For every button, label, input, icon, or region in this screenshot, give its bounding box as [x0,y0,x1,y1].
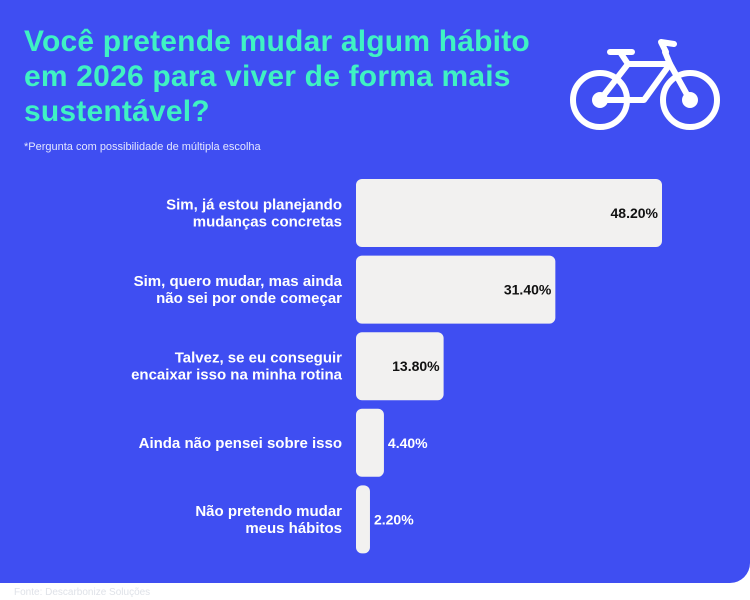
bar-3 [356,332,444,401]
category-label-5: Não pretendo mudar meus hábitos [195,503,342,537]
category-label-4: Ainda não pensei sobre isso [139,435,342,452]
value-label-4: 4.40% [388,435,428,451]
value-label-5: 2.20% [374,511,414,527]
page-title: Você pretende mudar algum hábito em 2026… [24,25,530,128]
bar-1 [356,179,662,247]
value-label-3: 13.80% [392,358,440,374]
category-label-1: Sim, já estou planejando mudanças concret… [166,197,342,231]
bar-5 [356,485,370,554]
bar-4 [356,408,384,477]
source-note: Fonte: Descarbonize Soluções [14,587,151,598]
category-label-2: Sim, quero mudar, mas ainda não sei por o… [134,273,343,307]
bicycle-icon [570,39,720,130]
bar-chart: Sim, já estou planejando mudanças concret… [131,179,662,554]
value-label-1: 48.20% [611,205,659,221]
category-label-3: Talvez, se eu conseguir encaixar isso na … [131,350,343,384]
bar-2 [356,255,556,324]
question-note: *Pergunta com possibilidade de múltipla … [24,141,261,153]
value-label-2: 31.40% [504,282,552,298]
